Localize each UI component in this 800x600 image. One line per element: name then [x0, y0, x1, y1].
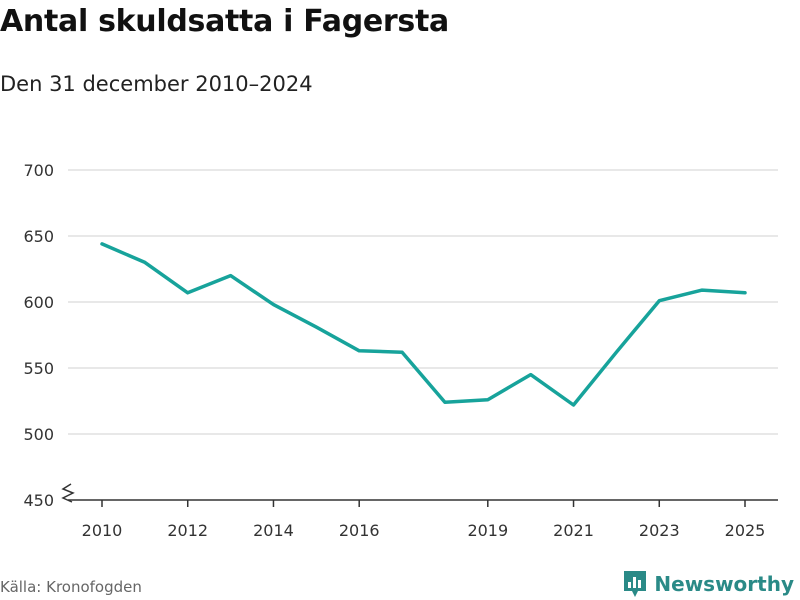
- chart-subtitle: Den 31 december 2010–2024: [0, 72, 313, 96]
- x-tick-label: 2023: [639, 521, 680, 540]
- y-tick-label: 450: [23, 491, 54, 510]
- x-axis-ticks: 2010 2012 2014 2016 2019 2021 2023 2025: [82, 500, 766, 540]
- series-line: [100, 242, 747, 407]
- y-tick-label: 700: [23, 161, 54, 180]
- x-tick-label: 2012: [167, 521, 208, 540]
- y-tick-label: 500: [23, 425, 54, 444]
- x-tick-label: 2025: [725, 521, 766, 540]
- grid-lines: [68, 169, 778, 435]
- axis-break-icon: [61, 483, 75, 503]
- x-tick-label: 2010: [82, 521, 123, 540]
- y-tick-label: 550: [23, 359, 54, 378]
- axis-break-zigzag: [61, 483, 75, 503]
- x-tick-label: 2016: [339, 521, 380, 540]
- brand-logo: Newsworthy: [622, 569, 794, 599]
- chart-title: Antal skuldsatta i Fagersta: [0, 4, 449, 39]
- series-group: [100, 242, 747, 407]
- source-note: Källa: Kronofogden: [0, 578, 142, 596]
- x-tick-label: 2021: [553, 521, 594, 540]
- y-tick-label: 650: [23, 227, 54, 246]
- y-axis-ticks: 450 500 550 600 650 700: [23, 161, 54, 510]
- newsworthy-logo-icon: [624, 571, 647, 597]
- brand-name: Newsworthy: [654, 572, 794, 596]
- x-tick-label: 2019: [467, 521, 508, 540]
- y-tick-label: 600: [23, 293, 54, 312]
- x-tick-label: 2014: [253, 521, 294, 540]
